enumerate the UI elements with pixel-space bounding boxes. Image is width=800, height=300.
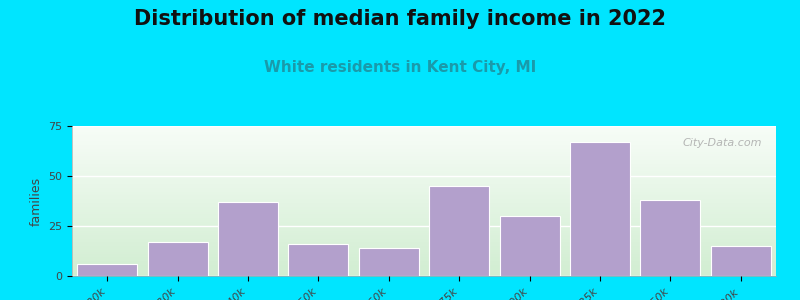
Bar [72,197,776,199]
Y-axis label: families: families [30,176,42,226]
Bar [72,158,776,160]
Bar [72,235,776,237]
Bar [72,270,776,272]
Bar [72,190,776,192]
Bar [72,259,776,261]
Bar [72,274,776,276]
Bar [711,246,770,276]
Bar [72,220,776,222]
Bar [72,192,776,194]
Bar [72,147,776,148]
Bar [72,135,776,137]
Bar [78,264,137,276]
Bar [72,207,776,208]
Bar [72,231,776,233]
Bar [72,222,776,224]
Text: White residents in Kent City, MI: White residents in Kent City, MI [264,60,536,75]
Bar [72,139,776,141]
Bar [72,154,776,156]
Bar [72,255,776,257]
Bar [72,169,776,171]
Bar [72,132,776,134]
Bar [72,173,776,175]
Bar [72,263,776,265]
Bar [72,203,776,205]
Bar [72,212,776,214]
Bar [72,210,776,212]
Bar [72,175,776,177]
Bar [72,201,776,203]
Bar [72,224,776,225]
Text: City-Data.com: City-Data.com [682,138,762,148]
Bar [72,130,776,132]
Bar [72,246,776,248]
Bar [72,178,776,180]
Bar [72,267,776,268]
Bar [72,177,776,178]
Bar [72,186,776,188]
Bar [570,142,630,276]
Bar [72,237,776,239]
Bar [72,233,776,235]
Bar [72,167,776,169]
Bar [72,248,776,250]
Bar [359,248,418,276]
Bar [72,137,776,139]
Bar [72,128,776,130]
Bar [72,182,776,184]
Bar [72,244,776,246]
Bar [72,180,776,182]
Bar [72,134,776,135]
Bar [72,205,776,207]
Bar [72,184,776,186]
Bar [72,148,776,150]
Bar [72,188,776,190]
Bar [72,145,776,147]
Bar [72,194,776,195]
Bar [72,261,776,263]
Bar [72,171,776,173]
Bar [72,150,776,152]
Bar [72,214,776,216]
Bar [72,208,776,210]
Bar [72,216,776,218]
Bar [72,199,776,201]
Bar [72,265,776,267]
Bar [72,257,776,259]
Bar [72,162,776,164]
Bar [72,160,776,162]
Bar [72,250,776,252]
Bar [72,165,776,167]
Bar [72,126,776,128]
Bar [72,141,776,143]
Bar [72,240,776,242]
Bar [289,244,348,276]
Bar [218,202,278,276]
Bar [72,227,776,229]
Bar [72,272,776,274]
Bar [72,229,776,231]
Bar [72,156,776,158]
Bar [72,225,776,227]
Bar [72,268,776,270]
Bar [500,216,559,276]
Bar [72,238,776,240]
Bar [641,200,700,276]
Bar [72,218,776,220]
Bar [72,152,776,154]
Bar [430,186,489,276]
Bar [72,242,776,244]
Bar [148,242,207,276]
Bar [72,254,776,255]
Bar [72,164,776,165]
Bar [72,195,776,197]
Bar [72,143,776,145]
Text: Distribution of median family income in 2022: Distribution of median family income in … [134,9,666,29]
Bar [72,252,776,254]
